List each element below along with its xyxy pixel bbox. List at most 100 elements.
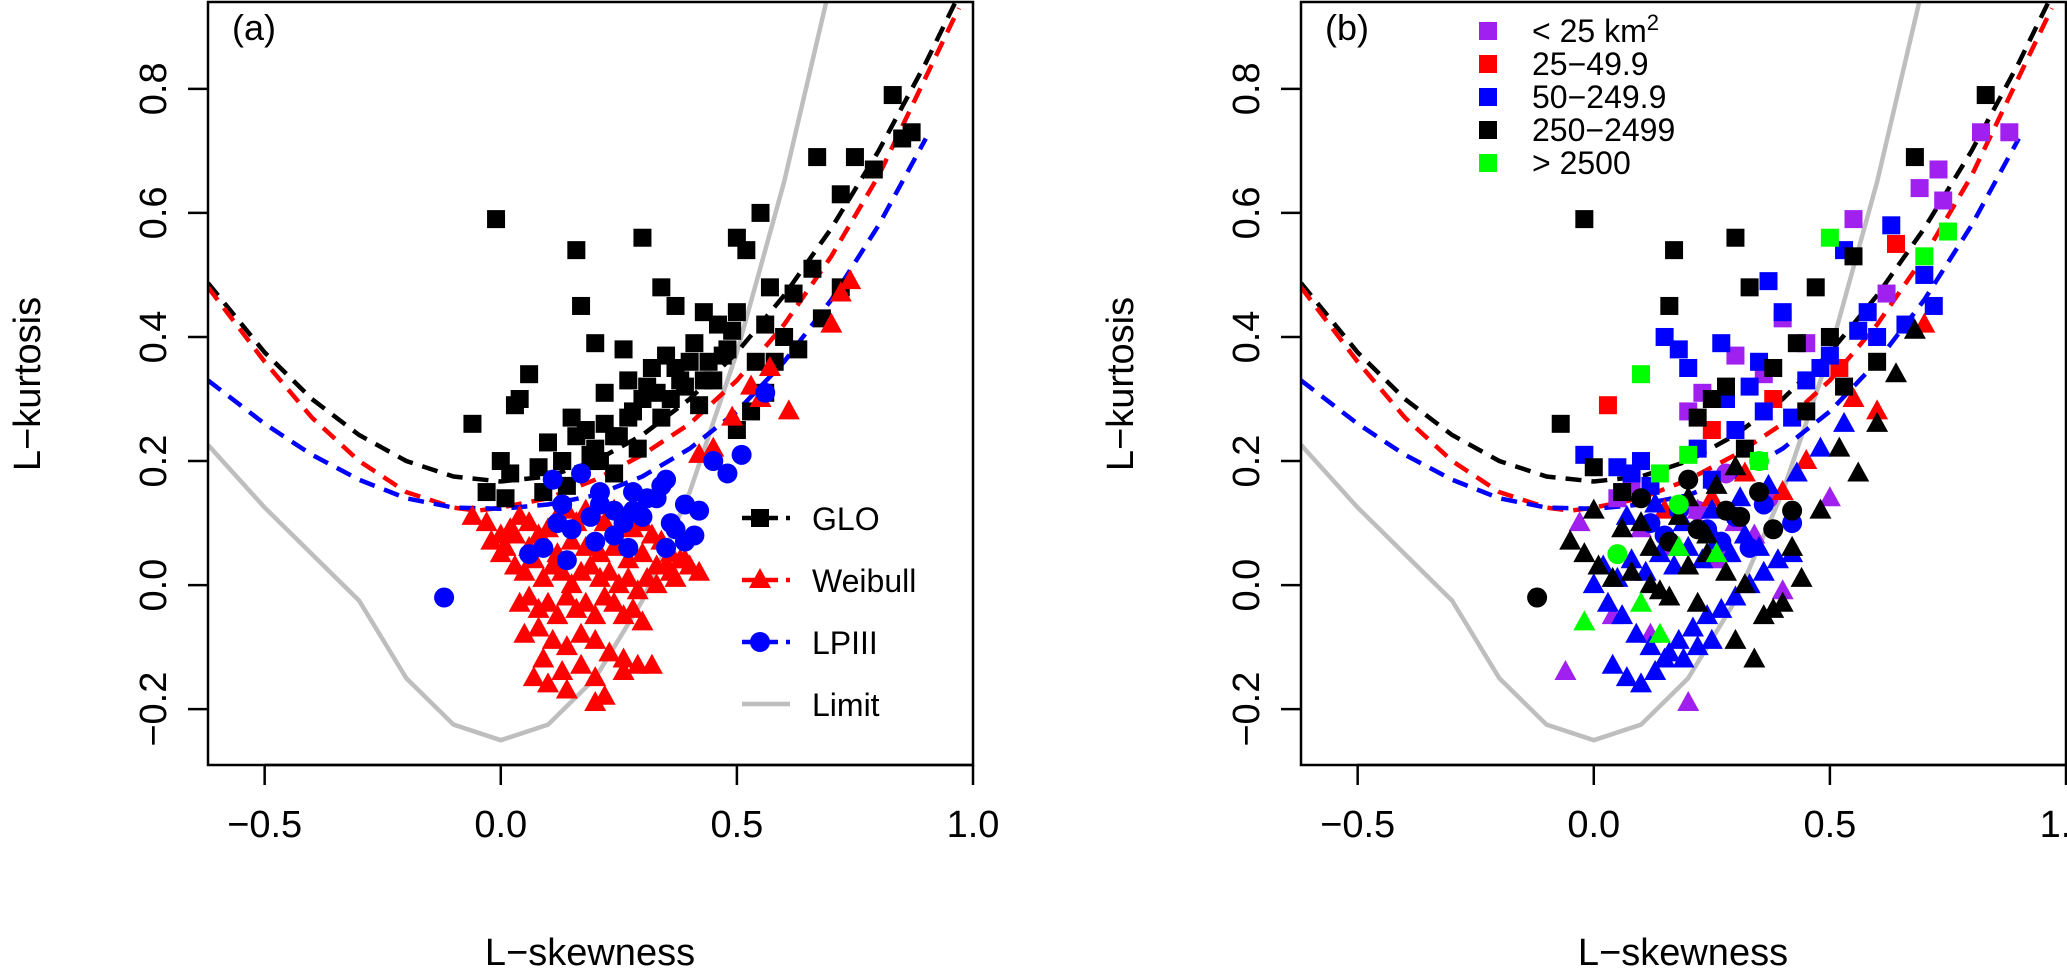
data-point <box>1743 647 1766 668</box>
data-point <box>518 585 541 606</box>
data-point <box>1835 377 1854 396</box>
data-point <box>1833 411 1856 432</box>
data-point <box>1686 635 1709 656</box>
legend-marker <box>750 632 770 652</box>
data-point <box>1686 591 1709 612</box>
data-point <box>503 523 526 544</box>
data-point <box>560 529 583 550</box>
data-point <box>570 622 593 643</box>
data-point <box>572 296 591 315</box>
panel-b: (b) −0.5 0.0 0.5 1.0 −0.2 0.0 0.2 0.4 0.6 0.8 L−… <box>1100 0 2067 974</box>
data-point <box>702 436 725 457</box>
data-point <box>1771 579 1794 600</box>
data-point <box>1658 585 1681 606</box>
y-tick-label: 0.8 <box>1226 62 1268 115</box>
data-point <box>555 585 578 606</box>
data-point <box>475 511 498 532</box>
legend-label: LPIII <box>812 625 878 661</box>
data-point <box>1587 554 1610 575</box>
y-tick-label: −0.2 <box>133 672 175 747</box>
data-point <box>1611 604 1634 625</box>
data-point <box>1735 439 1754 458</box>
data-point <box>1972 123 1990 142</box>
data-point <box>1733 573 1756 594</box>
data-point <box>831 185 850 204</box>
data-point <box>1668 494 1689 515</box>
data-point <box>1715 560 1737 581</box>
data-point <box>1764 358 1783 377</box>
data-point <box>537 672 559 693</box>
data-point <box>1620 548 1643 569</box>
data-point <box>1934 191 1953 210</box>
data-point <box>1929 160 1948 179</box>
data-point <box>1797 371 1816 390</box>
data-point <box>775 327 794 346</box>
data-point <box>1766 548 1789 569</box>
panel-b-curve-line-0 <box>1301 2 1922 743</box>
data-point <box>1632 365 1650 384</box>
data-point <box>1752 560 1775 581</box>
data-point <box>1620 560 1643 581</box>
data-point <box>619 371 638 390</box>
data-point <box>689 500 710 521</box>
data-point <box>1527 587 1548 608</box>
data-point <box>1790 566 1813 587</box>
legend-swatch <box>1479 121 1497 139</box>
data-point <box>1915 265 1934 284</box>
data-point <box>579 554 602 575</box>
data-point <box>617 566 640 587</box>
data-point <box>758 355 781 376</box>
data-point <box>1608 458 1627 477</box>
data-point <box>585 531 606 552</box>
data-point <box>584 604 607 625</box>
y-tick-label: 0.6 <box>133 186 175 239</box>
data-point <box>784 284 803 303</box>
panel-a-y-axis-label: L−kurtosis <box>7 297 49 471</box>
y-tick-label: 0.0 <box>1226 559 1268 612</box>
data-point <box>746 352 765 371</box>
data-point <box>656 537 677 558</box>
legend-marker <box>749 568 771 588</box>
data-point <box>723 321 742 340</box>
data-point <box>1868 352 1887 371</box>
data-point <box>1858 303 1877 322</box>
data-point <box>1726 346 1745 365</box>
data-point <box>487 210 506 229</box>
data-point <box>434 587 455 608</box>
data-point <box>1601 566 1624 587</box>
panel-b-curve-line-2 <box>1301 7 2054 513</box>
y-tick-label: 0.6 <box>1226 186 1268 239</box>
data-point <box>1759 272 1778 291</box>
data-point <box>864 160 883 179</box>
data-point <box>614 340 633 359</box>
data-point <box>1724 455 1747 476</box>
data-point <box>480 529 503 550</box>
data-point <box>632 506 653 527</box>
data-point <box>589 482 610 503</box>
data-point <box>1762 597 1785 618</box>
data-point <box>529 458 548 477</box>
data-point <box>1739 537 1760 558</box>
data-point <box>1584 458 1603 477</box>
data-point <box>1866 399 1889 420</box>
data-point <box>1828 436 1851 457</box>
data-point <box>737 241 756 260</box>
legend-swatch <box>1479 88 1497 106</box>
data-point <box>1710 597 1733 618</box>
data-point <box>1573 542 1596 563</box>
data-point <box>717 463 738 484</box>
data-point <box>713 346 732 365</box>
data-point <box>626 579 649 600</box>
legend-marker <box>751 509 769 527</box>
data-point <box>1749 451 1770 472</box>
panel-b-y-axis-label: L−kurtosis <box>1100 297 1142 471</box>
data-point <box>598 560 621 581</box>
data-point <box>829 281 852 302</box>
data-point <box>477 483 496 502</box>
data-point <box>1903 318 1926 339</box>
data-point <box>1842 387 1865 408</box>
data-point <box>1598 396 1617 415</box>
y-tick-label: −0.2 <box>1226 672 1268 747</box>
data-point <box>603 591 626 612</box>
legend-label: GLO <box>812 501 880 537</box>
